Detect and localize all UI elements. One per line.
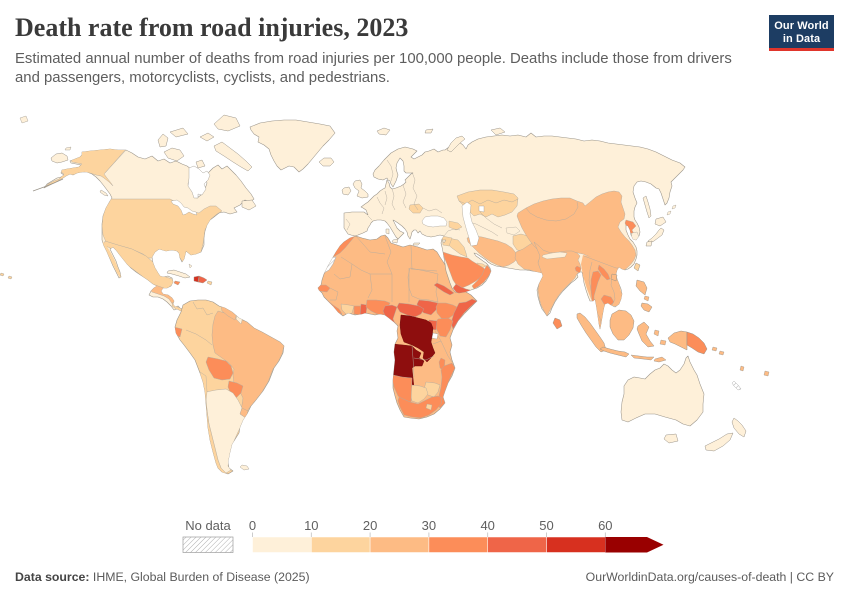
svg-text:50: 50 — [539, 518, 553, 533]
svg-text:No data: No data — [185, 518, 231, 533]
svg-text:10: 10 — [304, 518, 318, 533]
svg-text:30: 30 — [422, 518, 436, 533]
svg-text:60: 60 — [598, 518, 612, 533]
svg-text:0: 0 — [249, 518, 256, 533]
svg-text:40: 40 — [480, 518, 494, 533]
svg-text:20: 20 — [363, 518, 377, 533]
